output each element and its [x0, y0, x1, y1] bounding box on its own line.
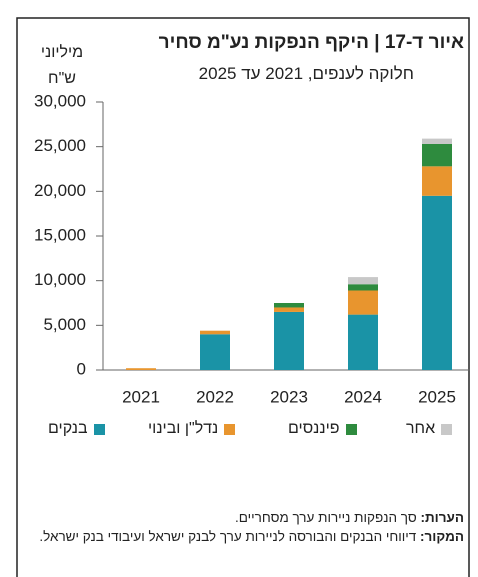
y-tick-label: 5,000: [43, 315, 86, 334]
bar-segment: [200, 330, 230, 335]
y-tick-label: 25,000: [34, 136, 86, 155]
bar-segment: [274, 307, 304, 312]
note-label: הערות:: [420, 510, 464, 525]
legend-item: נדל"ן ובינוי: [148, 420, 236, 438]
bar-segment: [422, 195, 452, 370]
legend-item: פיננסים: [288, 420, 357, 438]
bar-segment: [422, 138, 452, 144]
bar-segment: [274, 311, 304, 370]
x-tick-label: 2023: [270, 387, 308, 406]
bar-segment: [348, 277, 378, 285]
legend-text: פיננסים: [288, 420, 340, 437]
legend-item: אחר: [406, 420, 453, 438]
note: הערות: סך הנפקות ניירות ערך מסחריים.: [24, 508, 464, 527]
y-tick-label: 0: [77, 359, 86, 378]
y-axis-label-line: ש"ח: [48, 70, 76, 87]
chart-subtitle: חלוקה לענפים, 2021 עד 2025: [198, 64, 414, 83]
chart-title: איור ד-17 | היקף הנפקות נע"מ סחיר: [158, 32, 464, 53]
x-tick-label: 2025: [418, 387, 456, 406]
bar-segment: [422, 166, 452, 196]
bar-segment: [126, 368, 156, 370]
legend-text: בנקים: [48, 420, 88, 437]
x-tick-label: 2022: [196, 387, 234, 406]
bar-segment: [348, 314, 378, 370]
frame: [16, 17, 470, 577]
legend-swatch: [224, 423, 236, 435]
legend-text: נדל"ן ובינוי: [148, 420, 219, 437]
legend: בנקים נדל"ן ובינוי פיננסים אחר: [48, 420, 468, 442]
y-tick-label: 15,000: [34, 225, 86, 244]
y-tick-label: 10,000: [34, 270, 86, 289]
source-label: המקור:: [420, 529, 464, 544]
legend-swatch: [345, 423, 357, 435]
bar-segment: [200, 334, 230, 370]
legend-item: בנקים: [48, 420, 105, 438]
source: המקור: דיווחי הבנקים והבורסה לניירות ערך…: [24, 527, 464, 546]
y-tick-label: 30,000: [34, 91, 86, 110]
y-axis-label-line: מיליוני: [40, 44, 84, 61]
notes: הערות: סך הנפקות ניירות ערך מסחריים. המק…: [24, 508, 464, 546]
legend-swatch: [441, 423, 453, 435]
y-axis-label: מיליוני ש"ח: [30, 40, 94, 92]
source-text: דיווחי הבנקים והבורסה לניירות ערך לבנק י…: [39, 529, 417, 544]
note-text: סך הנפקות ניירות ערך מסחריים.: [235, 510, 417, 525]
legend-swatch: [93, 423, 105, 435]
x-tick-label: 2024: [344, 387, 382, 406]
x-tick-label: 2021: [122, 387, 160, 406]
bar-segment: [422, 143, 452, 167]
bar-segment: [274, 303, 304, 308]
bar-segment: [348, 290, 378, 315]
bar-segment: [348, 284, 378, 291]
legend-text: אחר: [406, 420, 436, 437]
y-tick-label: 20,000: [34, 181, 86, 200]
